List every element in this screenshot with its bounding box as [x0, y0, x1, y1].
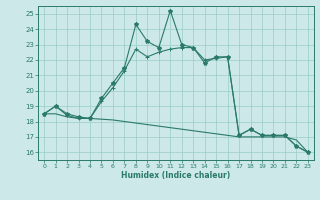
- X-axis label: Humidex (Indice chaleur): Humidex (Indice chaleur): [121, 171, 231, 180]
